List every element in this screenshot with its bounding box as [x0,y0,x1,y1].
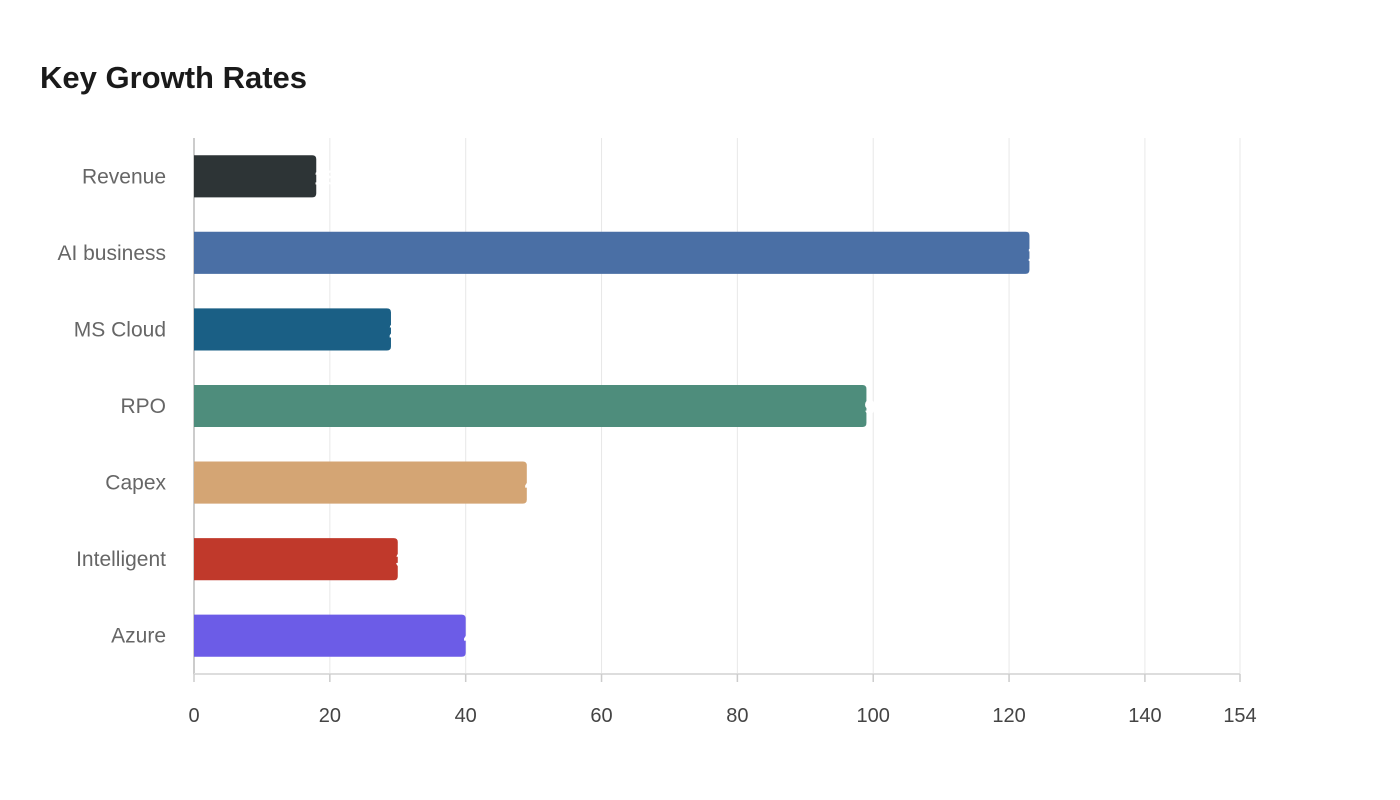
category-label: AI business [57,242,166,265]
x-tick-label: 40 [455,705,477,727]
x-tick-label: 140 [1128,705,1161,727]
value-label: 30 [396,550,418,572]
category-label: Azure [111,625,166,648]
bar [194,308,391,351]
category-label: MS Cloud [74,318,166,341]
bar [194,384,867,428]
category-label: Intelligent [76,548,166,571]
value-label: 18 [314,167,336,189]
x-tick-label: 60 [590,705,612,727]
bar [194,231,1030,274]
x-tick-label: 20 [319,705,341,727]
x-tick-label: 100 [857,705,890,727]
category-label: Capex [105,472,166,495]
bar [194,538,398,581]
bar [194,614,466,657]
bar [194,155,317,198]
x-tick-label: 154 [1223,705,1256,727]
bar [194,461,527,504]
value-label: 123 [1027,244,1060,266]
category-label: RPO [120,395,166,418]
chart-title: Key Growth Rates [40,60,308,95]
category-label: Revenue [82,165,166,188]
x-tick-label: 0 [188,705,199,727]
value-label: 40 [464,627,486,649]
value-label: 29 [389,320,411,342]
x-tick-label: 120 [992,705,1025,727]
value-label: 49 [525,474,547,496]
value-label: 99 [864,397,886,419]
x-tick-label: 80 [726,705,748,727]
